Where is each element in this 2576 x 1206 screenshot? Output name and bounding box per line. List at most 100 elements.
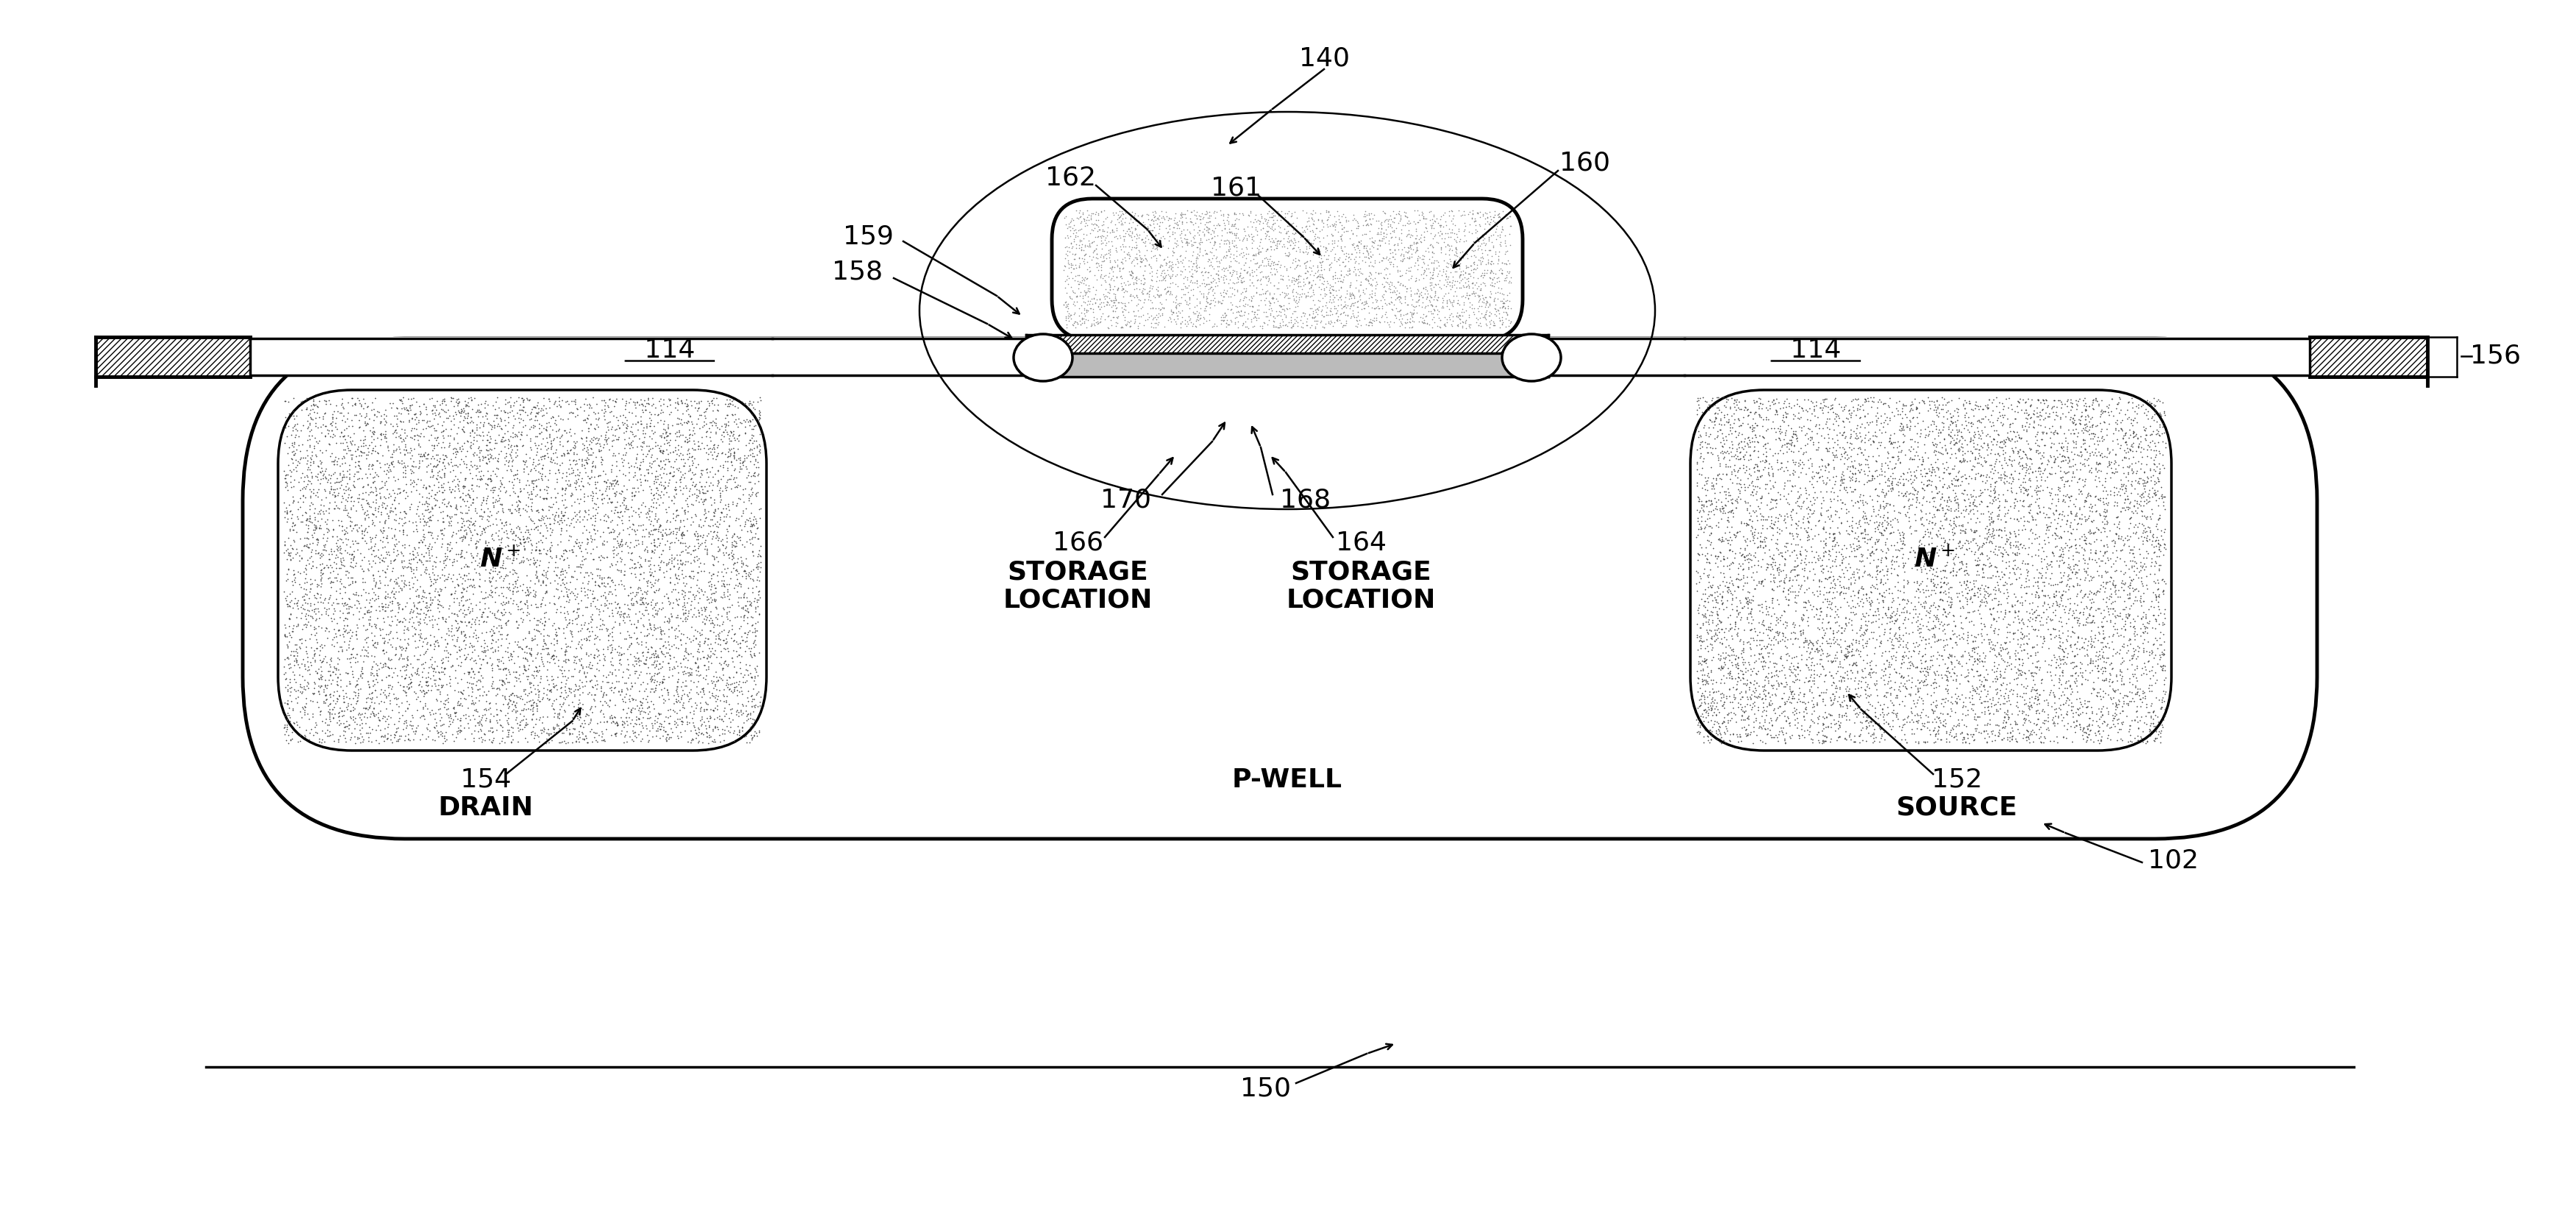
Point xyxy=(1170,203,1211,222)
Point xyxy=(618,702,659,721)
Point xyxy=(425,446,466,466)
Point xyxy=(2074,494,2115,514)
Point xyxy=(1206,230,1247,250)
Point xyxy=(296,482,337,502)
Point xyxy=(1453,246,1494,265)
Point xyxy=(1700,529,1741,549)
Point xyxy=(2076,617,2117,637)
Point xyxy=(2110,634,2151,654)
Point xyxy=(1893,504,1935,523)
Point xyxy=(2038,582,2079,602)
Point xyxy=(402,680,443,699)
Point xyxy=(1842,713,1883,732)
Point xyxy=(1066,226,1108,245)
Point xyxy=(265,710,307,730)
Point xyxy=(647,418,688,438)
Point xyxy=(1314,248,1355,268)
Point xyxy=(1090,280,1131,299)
Point xyxy=(626,604,667,624)
Point xyxy=(701,691,742,710)
Point xyxy=(1195,314,1236,333)
Point xyxy=(2076,439,2117,458)
Point xyxy=(2002,630,2043,649)
Point xyxy=(1721,727,1762,747)
Point xyxy=(1826,662,1868,681)
Point xyxy=(577,640,618,660)
Point xyxy=(518,404,559,423)
Point xyxy=(647,584,688,603)
Point xyxy=(1741,574,1783,593)
Point xyxy=(340,667,381,686)
Point xyxy=(2074,726,2115,745)
Point xyxy=(1775,514,1816,533)
Point xyxy=(386,650,428,669)
Point xyxy=(2105,607,2146,626)
Point xyxy=(412,457,453,476)
Point xyxy=(1453,212,1494,232)
Point xyxy=(1695,582,1736,602)
Point xyxy=(1870,434,1911,453)
Point xyxy=(1324,295,1365,315)
Point xyxy=(1857,520,1899,539)
Point xyxy=(399,451,440,470)
Point xyxy=(1875,687,1917,707)
Point xyxy=(415,496,456,515)
Point xyxy=(2012,508,2053,527)
Point xyxy=(569,445,611,464)
Point xyxy=(1270,232,1311,251)
Point xyxy=(325,426,366,445)
Point xyxy=(701,587,742,607)
Point xyxy=(1844,532,1886,551)
Point xyxy=(1829,469,1870,488)
Point xyxy=(474,640,515,660)
Point xyxy=(1973,619,2014,638)
Point xyxy=(641,525,683,544)
Point xyxy=(1942,484,1984,503)
Point xyxy=(1185,287,1226,306)
Point xyxy=(2061,603,2102,622)
Point xyxy=(2084,494,2125,514)
Point xyxy=(1741,615,1783,634)
Point xyxy=(1788,504,1829,523)
Point xyxy=(1337,226,1378,245)
Point xyxy=(1698,546,1739,566)
Point xyxy=(1690,535,1731,555)
Point xyxy=(1224,228,1265,247)
Point xyxy=(2009,724,2050,743)
Point xyxy=(1899,531,1940,550)
Point xyxy=(1682,497,1723,516)
Point xyxy=(1319,262,1360,281)
Point xyxy=(1780,625,1821,644)
Point xyxy=(2143,645,2184,665)
Point xyxy=(399,446,440,466)
Point xyxy=(1396,212,1437,232)
Point xyxy=(672,607,714,626)
Point xyxy=(425,695,466,714)
Point xyxy=(567,684,608,703)
Point xyxy=(1463,268,1504,287)
Point xyxy=(2038,551,2079,570)
Point xyxy=(1767,472,1808,491)
Point xyxy=(1690,696,1731,715)
Point xyxy=(2035,510,2076,529)
Point xyxy=(1824,535,1865,555)
Point xyxy=(440,611,482,631)
Point xyxy=(1726,661,1767,680)
Point xyxy=(1963,433,2004,452)
Point xyxy=(536,552,577,572)
Point xyxy=(466,698,507,718)
Point xyxy=(1924,540,1965,560)
Point xyxy=(479,478,520,497)
Point xyxy=(2040,613,2081,632)
Point xyxy=(2084,514,2125,533)
Point xyxy=(1455,203,1497,222)
Point xyxy=(412,564,453,584)
Point xyxy=(327,543,368,562)
Point xyxy=(1739,644,1780,663)
Point xyxy=(685,722,726,742)
Point xyxy=(528,514,569,533)
Point xyxy=(314,409,355,428)
Point xyxy=(1927,403,1968,422)
Point xyxy=(265,669,307,689)
Point xyxy=(696,662,737,681)
